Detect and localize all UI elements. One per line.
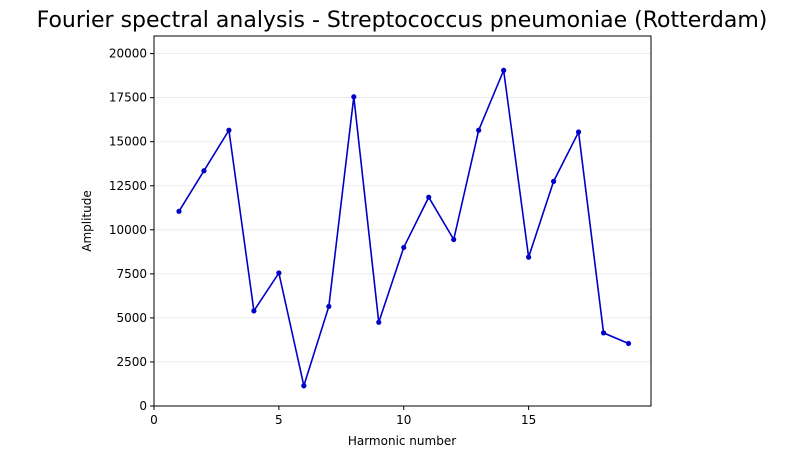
data-point xyxy=(526,254,532,260)
data-point xyxy=(451,236,457,243)
y-tick-label: 5000 xyxy=(116,311,147,325)
data-point xyxy=(226,127,232,133)
data-point xyxy=(625,340,632,347)
y-axis: 0 2500 5000 7500 10000 12500 15000 17500 20000 xyxy=(109,47,154,413)
data-point xyxy=(575,129,582,135)
data-point xyxy=(600,330,607,336)
data-point xyxy=(426,194,432,200)
x-tick-label: 15 xyxy=(521,413,536,427)
data-point xyxy=(301,383,307,389)
x-tick-label: 0 xyxy=(150,413,158,427)
y-tick-label: 12500 xyxy=(109,179,147,193)
data-point xyxy=(326,303,332,310)
data-point xyxy=(176,208,182,214)
y-axis-label: Amplitude xyxy=(80,190,94,252)
y-tick-label: 15000 xyxy=(109,135,147,149)
grid xyxy=(154,53,651,407)
data-point xyxy=(550,178,557,184)
y-tick-label: 20000 xyxy=(109,47,147,61)
x-tick-label: 10 xyxy=(396,413,411,427)
data-point xyxy=(401,244,407,251)
y-tick-label: 10000 xyxy=(109,223,147,237)
data-point xyxy=(251,308,257,314)
chart-title: Fourier spectral analysis - Streptococcu… xyxy=(37,8,768,33)
series-line-group xyxy=(176,67,632,389)
x-axis: 0 5 10 15 xyxy=(150,406,536,427)
series-line xyxy=(178,67,629,389)
y-tick-label: 7500 xyxy=(116,267,147,281)
data-point xyxy=(351,94,357,100)
y-tick-label: 0 xyxy=(139,399,147,413)
x-axis-label: Harmonic number xyxy=(348,434,456,448)
data-point xyxy=(201,168,207,174)
data-point xyxy=(376,319,382,325)
data-point xyxy=(501,67,507,73)
x-tick-label: 5 xyxy=(275,413,283,427)
y-tick-label: 17500 xyxy=(109,91,147,105)
plot-frame xyxy=(153,35,652,407)
data-point xyxy=(476,127,482,133)
y-tick-label: 2500 xyxy=(116,355,147,369)
data-point xyxy=(276,270,282,276)
